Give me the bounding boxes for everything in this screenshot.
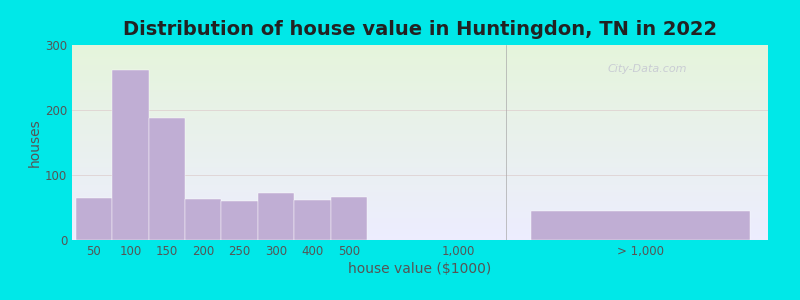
Bar [112, 70, 149, 240]
X-axis label: house value ($1000): house value ($1000) [348, 262, 492, 276]
Bar [294, 200, 330, 240]
Bar [185, 199, 222, 240]
Bar [330, 197, 367, 240]
Bar [222, 201, 258, 240]
Bar [149, 118, 185, 240]
Bar [76, 198, 112, 240]
Bar [531, 211, 750, 240]
Bar [258, 193, 294, 240]
Text: City-Data.com: City-Data.com [608, 64, 687, 74]
Y-axis label: houses: houses [28, 118, 42, 167]
Title: Distribution of house value in Huntingdon, TN in 2022: Distribution of house value in Huntingdo… [123, 20, 717, 39]
